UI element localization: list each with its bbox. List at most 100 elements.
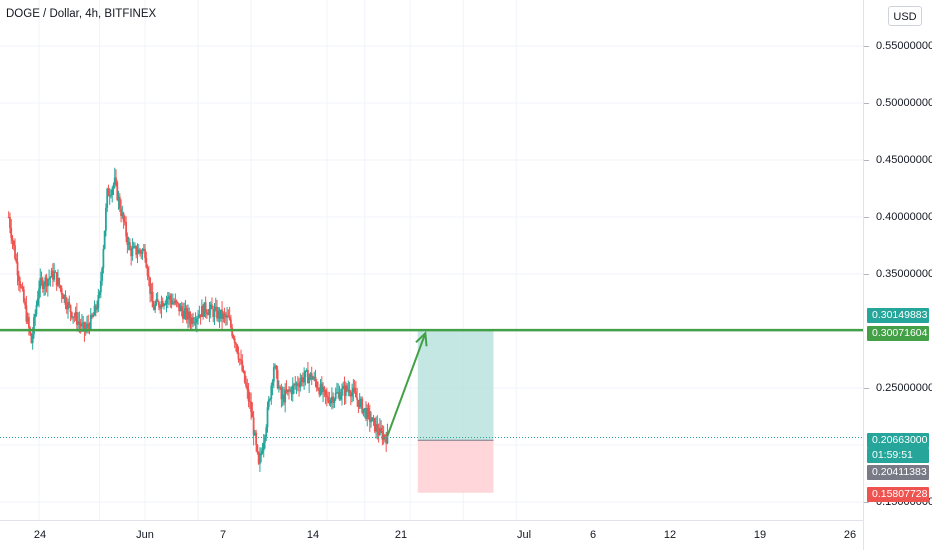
candle-body <box>122 213 125 222</box>
candle-body <box>81 323 83 327</box>
price-tick-label: 0.25000000 <box>863 382 932 394</box>
candle-body <box>288 389 290 391</box>
candle-body <box>106 188 109 208</box>
candle-body <box>253 432 256 436</box>
candle-body <box>264 436 266 443</box>
price-chart[interactable] <box>0 0 863 520</box>
candle-body <box>275 365 278 371</box>
candle-body <box>152 307 155 310</box>
candle-body <box>9 217 11 229</box>
candle-body <box>33 317 35 335</box>
candle-body <box>256 444 259 453</box>
candle-body <box>324 389 327 396</box>
candle-body <box>266 407 269 428</box>
candle-body <box>105 207 107 231</box>
candle-body <box>261 450 264 453</box>
candle-body <box>60 288 63 295</box>
candle-body <box>41 280 44 290</box>
candle-body <box>108 195 111 197</box>
candle-body <box>25 305 28 322</box>
candle-body <box>92 315 95 318</box>
candle-body <box>146 267 149 276</box>
candle-body <box>72 316 74 318</box>
candle-body <box>17 275 20 282</box>
candle-body <box>272 367 275 382</box>
candle-body <box>243 370 246 383</box>
candle-body <box>135 245 138 255</box>
candle-body <box>294 384 297 386</box>
candle-countdown-label: 01:59:51 <box>867 448 929 463</box>
candle-body <box>173 302 175 304</box>
candle-body <box>158 301 160 307</box>
candle-body <box>141 250 144 254</box>
candle-body <box>299 381 302 388</box>
candle-body <box>43 285 45 290</box>
candle-body <box>19 281 21 287</box>
candle-body <box>116 182 119 200</box>
candle-body <box>188 311 191 320</box>
candle-body <box>120 208 122 216</box>
candle-body <box>347 389 350 391</box>
candle-body <box>94 305 97 310</box>
candle-body <box>189 319 192 325</box>
candle-body <box>235 343 237 345</box>
candle-body <box>28 317 30 328</box>
candle-body <box>45 277 48 287</box>
candle-body <box>313 376 316 379</box>
candle-body <box>304 370 307 378</box>
candle-body <box>112 184 115 189</box>
candle-body <box>230 319 232 328</box>
stop-price-label: 0.15807728 <box>867 487 929 502</box>
candle-body <box>209 304 212 310</box>
candle-body <box>291 385 294 395</box>
candle-body <box>156 299 159 302</box>
candle-body <box>22 289 25 302</box>
candle-body <box>343 385 346 396</box>
candle-body <box>385 438 388 444</box>
candle-body <box>339 395 342 400</box>
candle-body <box>236 344 239 353</box>
candle-body <box>58 278 61 286</box>
price-tick-label: 0.40000000 <box>863 211 932 223</box>
candle-body <box>245 382 247 387</box>
candle-body <box>134 245 136 247</box>
candle-body <box>300 377 303 382</box>
candle-body <box>62 294 64 299</box>
candle-body <box>79 323 82 327</box>
symbol-title: DOGE / Dollar, 4h, BITFINEX <box>6 8 157 20</box>
entry-price-label: 0.20411383 <box>867 465 929 480</box>
chart-area[interactable]: DOGE / Dollar, 4h, BITFINEX <box>0 0 863 520</box>
candle-body <box>150 291 153 294</box>
time-axis[interactable]: 24 Jun 7 14 21 Jul 6 12 19 26 <box>0 520 863 551</box>
candle-body <box>91 314 93 318</box>
candle-body <box>257 452 260 464</box>
candle-body <box>140 251 143 254</box>
price-axis[interactable]: USD 0.55000000 0.50000000 0.45000000 0.4000… <box>863 0 932 550</box>
currency-button[interactable]: USD <box>888 6 922 26</box>
candle-body <box>73 316 76 318</box>
candle-body <box>24 301 27 306</box>
candle-body <box>233 338 236 344</box>
candle-body <box>207 314 210 316</box>
candle-body <box>331 396 333 400</box>
candle-body <box>117 196 120 200</box>
candle-body <box>296 383 299 386</box>
candle-body <box>384 434 386 439</box>
time-tick-label: Jun <box>136 529 154 541</box>
candle-body <box>75 312 78 325</box>
candle-body <box>365 408 367 419</box>
candle-body <box>318 389 321 395</box>
candle-body <box>218 310 221 319</box>
candle-body <box>121 213 124 216</box>
candle-body <box>11 237 14 242</box>
candle-body <box>376 424 379 432</box>
candle-body <box>378 427 381 435</box>
candle-body <box>305 370 308 372</box>
current-price-label: 0.20663000 <box>867 433 929 448</box>
candle-body <box>83 322 86 332</box>
candle-body <box>74 312 77 317</box>
candle-body <box>26 317 29 322</box>
candle-body <box>382 434 385 440</box>
candle-body <box>98 292 101 296</box>
candle-body <box>281 394 284 400</box>
